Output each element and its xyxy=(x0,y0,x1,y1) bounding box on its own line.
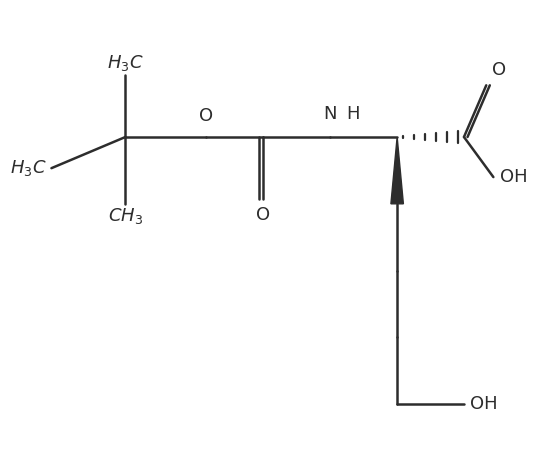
Text: O: O xyxy=(256,206,271,225)
Text: $H_3C$: $H_3C$ xyxy=(10,158,47,178)
Text: OH: OH xyxy=(499,168,527,186)
Text: $CH_3$: $CH_3$ xyxy=(108,205,143,226)
Text: H: H xyxy=(346,105,360,123)
Text: $H_3C$: $H_3C$ xyxy=(107,53,144,73)
Polygon shape xyxy=(391,137,403,204)
Text: OH: OH xyxy=(470,395,498,413)
Text: N: N xyxy=(323,105,337,123)
Text: O: O xyxy=(199,107,213,125)
Text: O: O xyxy=(492,61,507,79)
